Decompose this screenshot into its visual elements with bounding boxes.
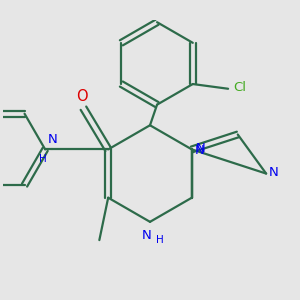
Text: N: N xyxy=(142,229,152,242)
Text: N: N xyxy=(269,166,279,179)
Text: H: H xyxy=(156,235,164,245)
Text: N: N xyxy=(196,142,206,155)
Text: O: O xyxy=(76,89,88,104)
Text: Cl: Cl xyxy=(233,81,246,94)
Text: H: H xyxy=(39,154,46,164)
Text: N: N xyxy=(47,133,57,146)
Text: N: N xyxy=(195,144,205,157)
